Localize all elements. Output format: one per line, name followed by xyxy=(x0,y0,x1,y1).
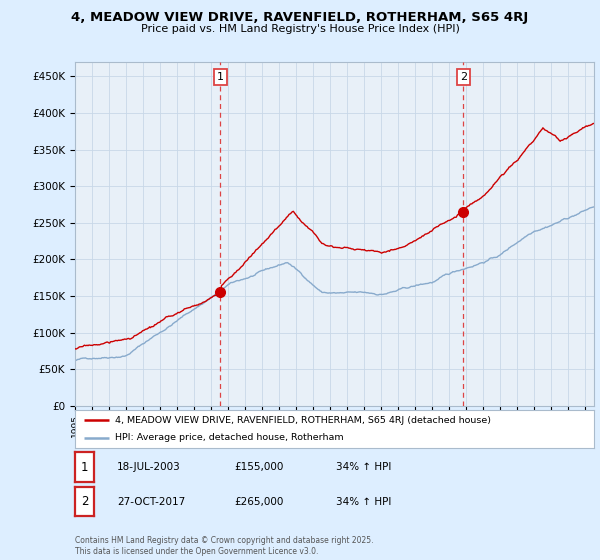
Text: Price paid vs. HM Land Registry's House Price Index (HPI): Price paid vs. HM Land Registry's House … xyxy=(140,24,460,34)
Text: 18-JUL-2003: 18-JUL-2003 xyxy=(117,462,181,472)
Text: 34% ↑ HPI: 34% ↑ HPI xyxy=(336,497,391,507)
Text: 34% ↑ HPI: 34% ↑ HPI xyxy=(336,462,391,472)
Text: 1: 1 xyxy=(217,72,224,82)
Text: 2: 2 xyxy=(81,495,88,508)
Text: 1: 1 xyxy=(81,460,88,474)
Text: HPI: Average price, detached house, Rotherham: HPI: Average price, detached house, Roth… xyxy=(115,433,344,442)
Text: 2: 2 xyxy=(460,72,467,82)
Text: £265,000: £265,000 xyxy=(234,497,283,507)
Text: £155,000: £155,000 xyxy=(234,462,283,472)
Text: 4, MEADOW VIEW DRIVE, RAVENFIELD, ROTHERHAM, S65 4RJ (detached house): 4, MEADOW VIEW DRIVE, RAVENFIELD, ROTHER… xyxy=(115,416,491,424)
Text: 27-OCT-2017: 27-OCT-2017 xyxy=(117,497,185,507)
Text: Contains HM Land Registry data © Crown copyright and database right 2025.
This d: Contains HM Land Registry data © Crown c… xyxy=(75,536,373,556)
Text: 4, MEADOW VIEW DRIVE, RAVENFIELD, ROTHERHAM, S65 4RJ: 4, MEADOW VIEW DRIVE, RAVENFIELD, ROTHER… xyxy=(71,11,529,24)
